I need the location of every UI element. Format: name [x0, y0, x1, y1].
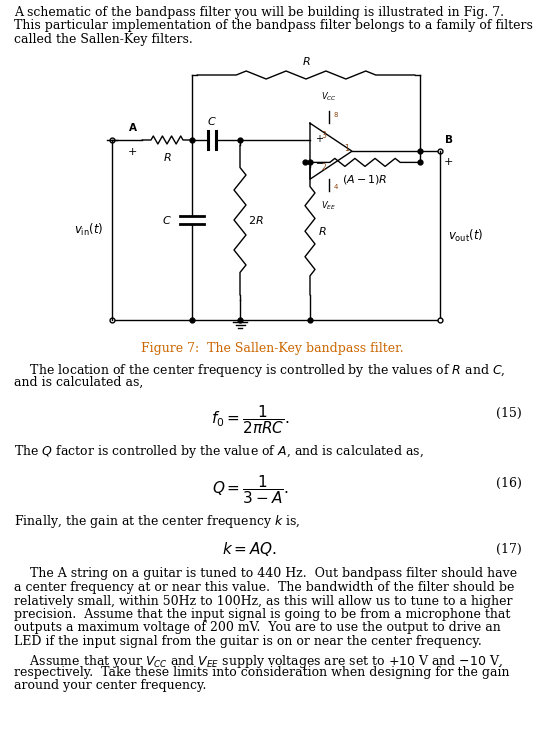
Text: +: +	[444, 157, 453, 167]
Text: $R$: $R$	[318, 225, 326, 237]
Text: This particular implementation of the bandpass filter belongs to a family of fil: This particular implementation of the ba…	[14, 20, 533, 32]
Text: $(A-1)R$: $(A-1)R$	[342, 174, 388, 186]
Text: A schematic of the bandpass filter you will be building is illustrated in Fig. 7: A schematic of the bandpass filter you w…	[14, 6, 504, 19]
Text: and is calculated as,: and is calculated as,	[14, 375, 143, 389]
Text: (17): (17)	[496, 543, 522, 556]
Text: $2R$: $2R$	[248, 214, 264, 226]
Text: 3: 3	[322, 131, 326, 140]
Text: Assume that your $V_{CC}$ and $V_{EE}$ supply voltages are set to $+10$ V and $-: Assume that your $V_{CC}$ and $V_{EE}$ s…	[14, 652, 503, 670]
Text: respectively.  Take these limits into consideration when designing for the gain: respectively. Take these limits into con…	[14, 666, 510, 679]
Text: +: +	[128, 147, 138, 157]
Text: $k = AQ.$: $k = AQ.$	[222, 540, 277, 557]
Text: a center frequency at or near this value.  The bandwidth of the filter should be: a center frequency at or near this value…	[14, 581, 515, 594]
Text: The A string on a guitar is tuned to 440 Hz.  Out bandpass filter should have: The A string on a guitar is tuned to 440…	[14, 568, 517, 581]
Text: $\mathbf{B}$: $\mathbf{B}$	[444, 133, 453, 145]
Text: +: +	[315, 134, 323, 144]
Text: Finally, the gain at the center frequency $k$ is,: Finally, the gain at the center frequenc…	[14, 513, 301, 531]
Text: The location of the center frequency is controlled by the values of $R$ and $C$,: The location of the center frequency is …	[14, 362, 505, 379]
Text: outputs a maximum voltage of 200 mV.  You are to use the output to drive an: outputs a maximum voltage of 200 mV. You…	[14, 621, 500, 634]
Text: 2: 2	[322, 163, 326, 172]
Text: $R$: $R$	[163, 151, 171, 163]
Text: LED if the input signal from the guitar is on or near the center frequency.: LED if the input signal from the guitar …	[14, 635, 482, 648]
Text: Figure 7:  The Sallen-Key bandpass filter.: Figure 7: The Sallen-Key bandpass filter…	[141, 342, 403, 355]
Text: $C$: $C$	[207, 115, 217, 127]
Text: $Q = \dfrac{1}{3 - A}.$: $Q = \dfrac{1}{3 - A}.$	[212, 473, 288, 507]
Text: $C$: $C$	[162, 214, 172, 226]
Text: $V_{CC}$: $V_{CC}$	[321, 91, 337, 103]
Text: around your center frequency.: around your center frequency.	[14, 680, 206, 692]
Text: $R$: $R$	[302, 55, 310, 67]
Text: $V_{EE}$: $V_{EE}$	[322, 199, 337, 211]
Text: $v_{\mathrm{out}}(t)$: $v_{\mathrm{out}}(t)$	[448, 227, 484, 244]
Text: The $Q$ factor is controlled by the value of $A$, and is calculated as,: The $Q$ factor is controlled by the valu…	[14, 443, 424, 461]
Text: precision.  Assume that the input signal is going to be from a microphone that: precision. Assume that the input signal …	[14, 608, 510, 621]
Text: 1: 1	[345, 143, 349, 153]
Text: (16): (16)	[496, 476, 522, 489]
Text: relatively small, within 50Hz to 100Hz, as this will allow us to tune to a highe: relatively small, within 50Hz to 100Hz, …	[14, 594, 512, 608]
Text: 4: 4	[334, 184, 338, 190]
Text: $v_{\mathrm{in}}(t)$: $v_{\mathrm{in}}(t)$	[75, 222, 104, 238]
Text: 8: 8	[334, 112, 338, 119]
Text: (15): (15)	[496, 406, 522, 420]
Text: $\mathbf{A}$: $\mathbf{A}$	[128, 121, 138, 133]
Text: $-$: $-$	[315, 157, 324, 168]
Text: $f_0 = \dfrac{1}{2\pi RC}.$: $f_0 = \dfrac{1}{2\pi RC}.$	[211, 403, 289, 436]
Text: called the Sallen-Key filters.: called the Sallen-Key filters.	[14, 33, 193, 46]
